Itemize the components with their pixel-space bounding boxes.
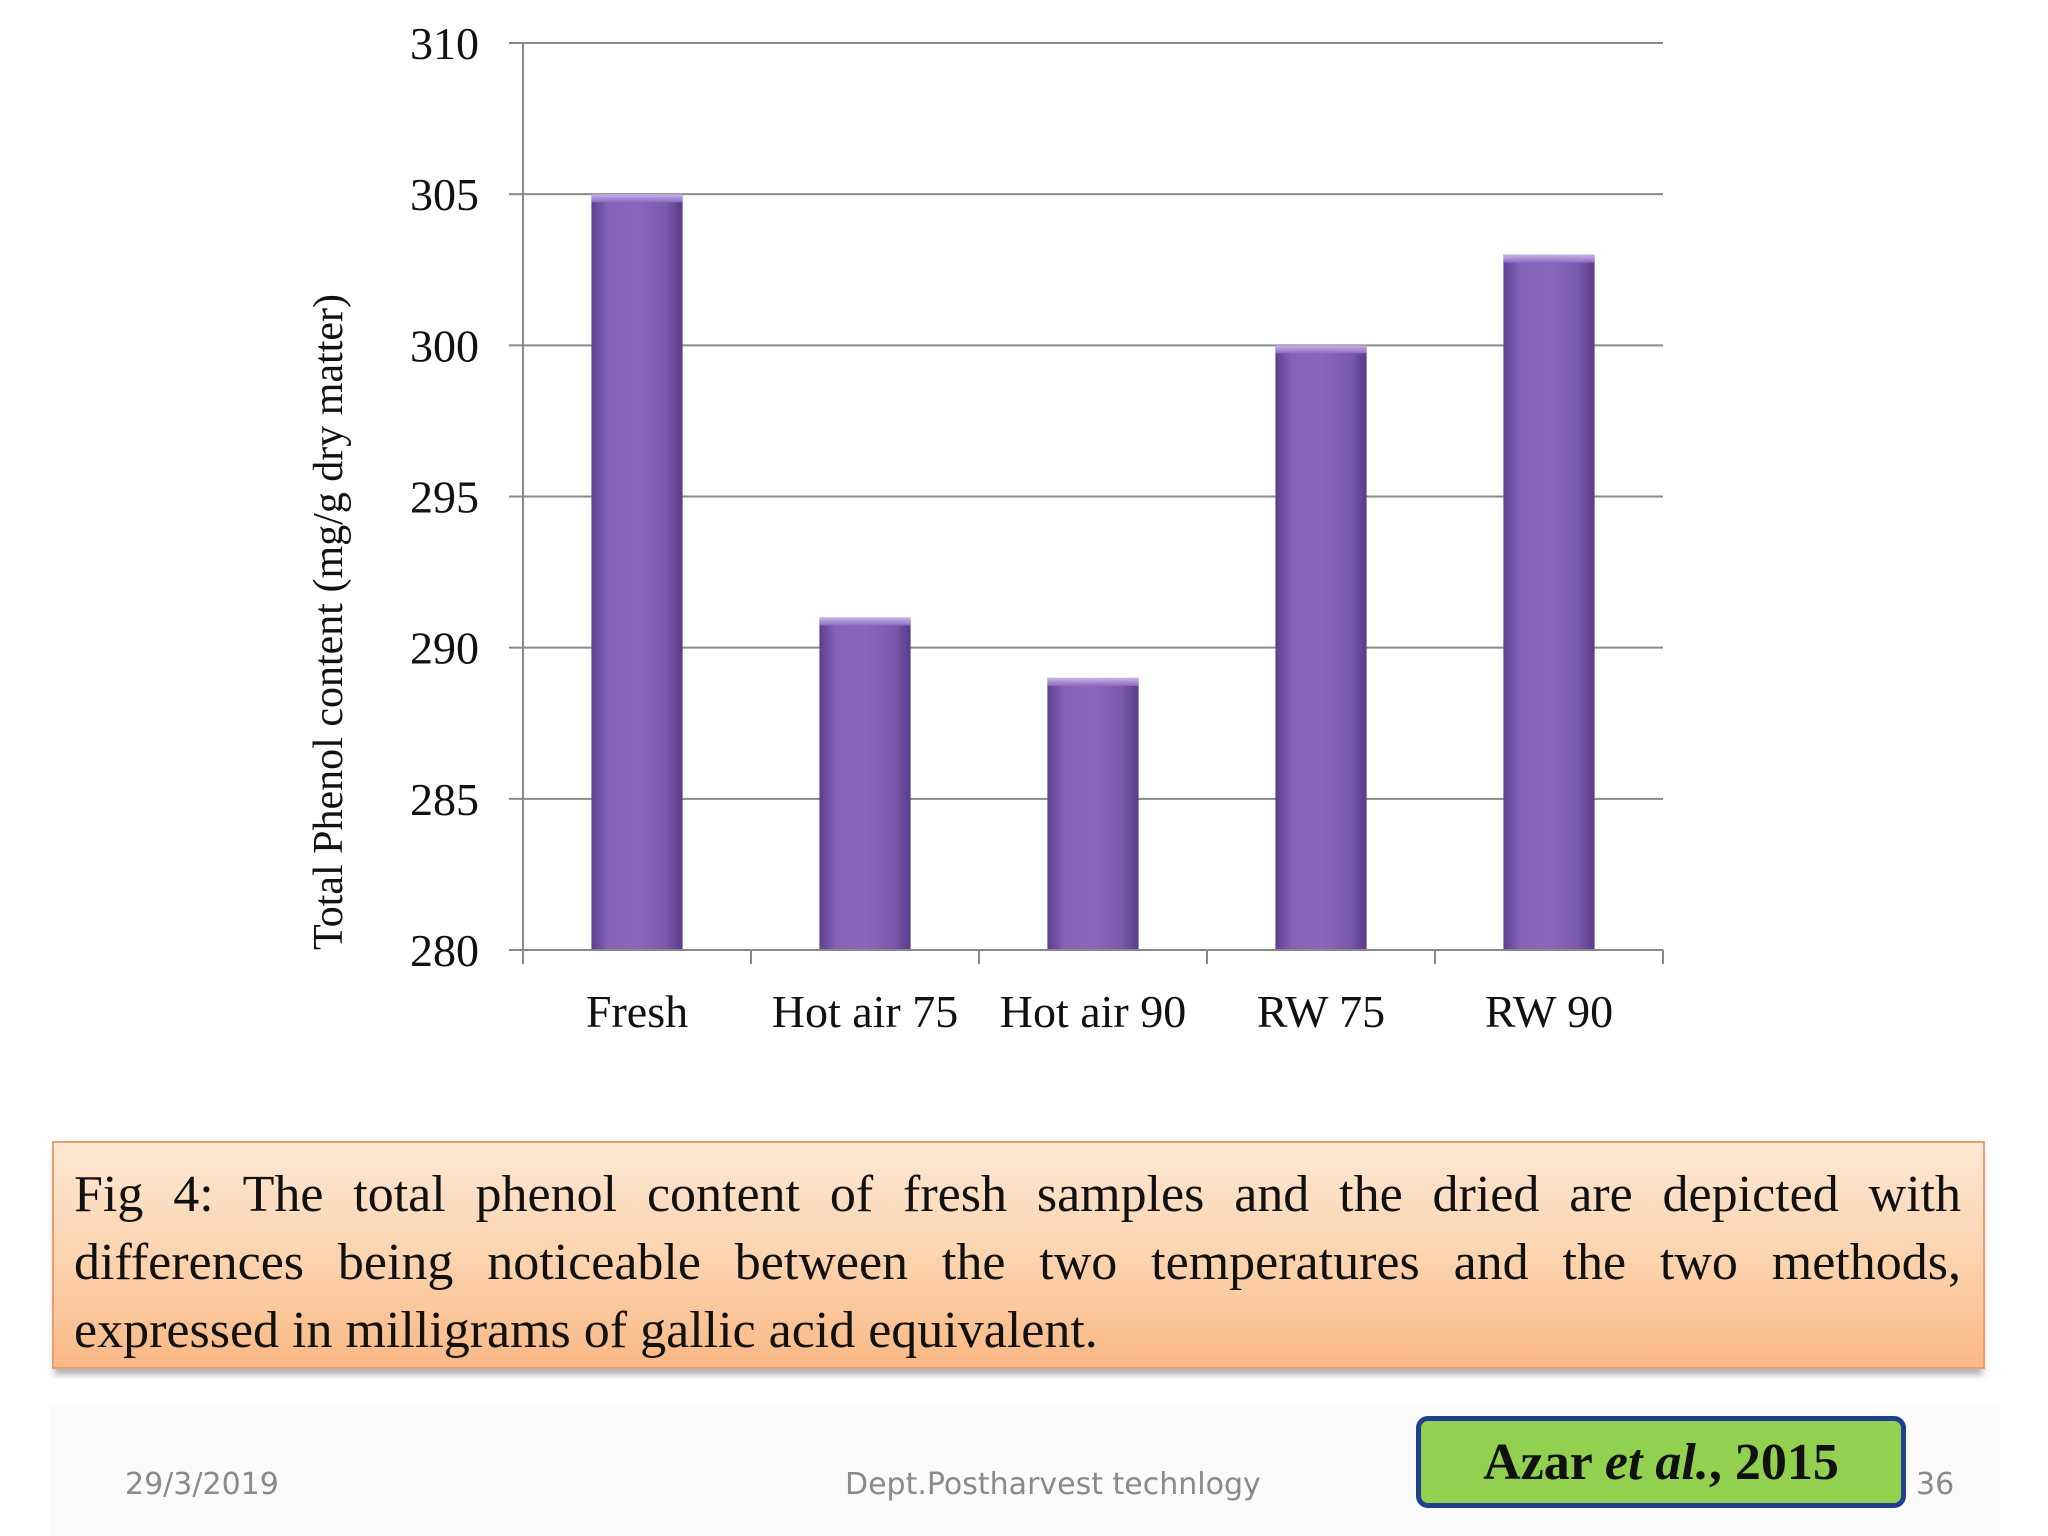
bar-hot-air-75 [819,617,911,950]
figure-caption: Fig 4: The total phenol content of fresh… [74,1166,1961,1359]
y-tick-label: 305 [410,169,479,220]
y-tick-label: 280 [410,925,479,976]
bar-cap [1503,254,1595,263]
bar [819,617,911,950]
bar-fresh [591,194,683,950]
grid-lines [523,42,1663,800]
citation-author: Azar [1483,1433,1605,1491]
citation-year: , 2015 [1708,1433,1839,1491]
x-category-labels: Fresh Hot air 75 Hot air 90 RW 75 RW 90 [586,986,1613,1037]
x-tick-marks [522,950,1664,964]
x-category-label: Fresh [586,986,688,1037]
figure-caption-box: Fig 4: The total phenol content of fresh… [52,1141,1985,1369]
bar-rw-75 [1275,345,1367,950]
y-axis-title: Total Phenol content (mg/g dry matter) [306,294,352,950]
x-category-label: RW 75 [1257,986,1385,1037]
bar-cap [1047,677,1139,686]
bar [591,194,683,950]
y-tick-label: 295 [410,472,479,523]
bar-hot-air-90 [1047,677,1139,950]
bar-cap [1275,345,1367,354]
bars [591,194,1595,951]
y-tick-label: 285 [410,774,479,825]
bar-rw-90 [1503,254,1595,951]
citation-etal: et al. [1604,1433,1709,1491]
y-tick-labels: 280 285 290 295 300 305 310 [410,18,523,976]
bar [1503,254,1595,951]
bar [1047,677,1139,950]
bar-chart: 280 285 290 295 300 305 310 Fresh Hot air 75 Hot… [306,18,1664,1037]
x-category-label: Hot air 90 [1000,986,1187,1037]
slide-number: 36 [1916,1467,1955,1502]
bar-cap [591,194,683,203]
y-tick-label: 310 [410,18,479,69]
citation-badge: Azar et al., 2015 [1416,1416,1906,1508]
footer-date: 29/3/2019 [125,1467,279,1502]
x-category-label: Hot air 75 [772,986,959,1037]
bar [1275,345,1367,950]
y-tick-label: 290 [410,623,479,674]
y-tick-label: 300 [410,320,479,371]
x-category-label: RW 90 [1485,986,1613,1037]
footer-department: Dept.Postharvest technlogy [845,1467,1261,1502]
bar-cap [819,617,911,626]
